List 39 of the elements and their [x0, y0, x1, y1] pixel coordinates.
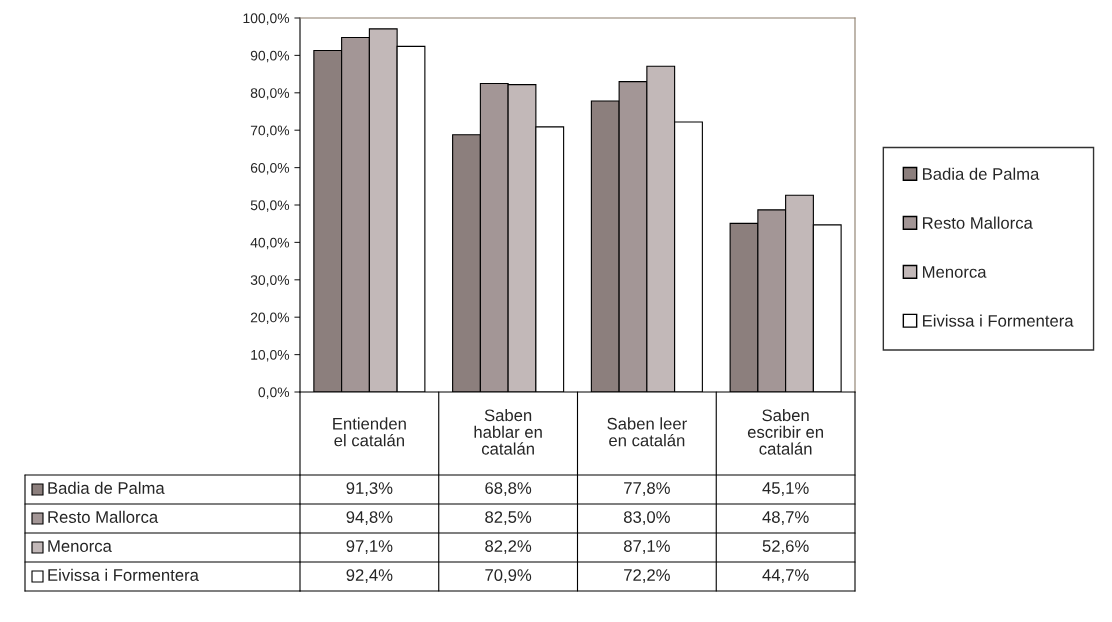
- legend-label: Eivissa i Formentera: [923, 314, 1074, 327]
- data-label: 48,7%: [762, 511, 809, 525]
- data-label: 70,9%: [485, 569, 532, 583]
- text: Menorca: [48, 540, 112, 552]
- data-label: 94,8%: [346, 511, 393, 525]
- text: Eivissa i Formentera: [48, 568, 199, 581]
- y-tick-label: 0,0%: [258, 387, 290, 399]
- legend-label: Menorca: [923, 266, 987, 278]
- text: Resto Mallorca: [48, 510, 159, 523]
- legend-label: Resto Mallorca: [923, 216, 1033, 229]
- x-tick-label: Saben escribir en catalán: [747, 408, 823, 455]
- data-label: 44,7%: [762, 569, 809, 583]
- data-label: 68,8%: [485, 482, 532, 496]
- y-tick-label: 30,0%: [250, 275, 290, 287]
- text: Badia de Palma: [48, 481, 165, 494]
- data-label: 45,1%: [762, 482, 809, 496]
- y-tick-label: 40,0%: [250, 237, 290, 250]
- y-tick-label: 10,0%: [251, 349, 290, 362]
- y-tick-label: 90,0%: [250, 50, 290, 63]
- data-label: 52,6%: [762, 540, 809, 554]
- x-tick-label: Saben hablar en catalán: [474, 408, 542, 455]
- data-label: 77,8%: [624, 482, 670, 496]
- data-label: 87,1%: [623, 540, 670, 554]
- y-tick-label: 100,0%: [243, 13, 290, 25]
- y-tick-label: 60,0%: [250, 162, 290, 175]
- y-tick-label: 70,0%: [250, 125, 290, 138]
- data-label: 92,4%: [346, 569, 393, 583]
- y-tick-label: 80,0%: [250, 88, 290, 100]
- data-label: 82,5%: [485, 511, 532, 525]
- x-tick-label: Entienden el catalán: [333, 417, 406, 447]
- data-label: 91,3%: [346, 482, 393, 496]
- data-label: 72,2%: [624, 569, 670, 583]
- y-tick-label: 50,0%: [250, 200, 290, 212]
- x-tick-label: Saben leer en catalán: [607, 417, 687, 447]
- data-label: 83,0%: [623, 511, 670, 525]
- data-label: 97,1%: [346, 540, 393, 554]
- legend-label: Badia de Palma: [923, 167, 1040, 180]
- data-label: 82,2%: [485, 540, 532, 554]
- y-tick-label: 20,0%: [250, 312, 290, 325]
